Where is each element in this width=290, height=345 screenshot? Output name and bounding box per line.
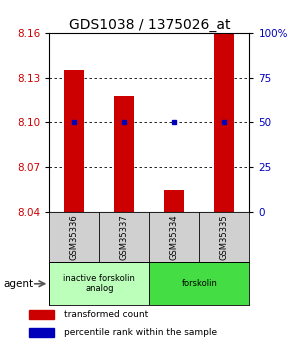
Text: agent: agent	[3, 279, 33, 289]
Bar	[164, 190, 184, 212]
Text: percentile rank within the sample: percentile rank within the sample	[64, 328, 217, 337]
Bar	[29, 328, 55, 337]
Title: GDS1038 / 1375026_at: GDS1038 / 1375026_at	[69, 18, 230, 32]
Bar	[49, 262, 149, 305]
Text: GSM35334: GSM35334	[170, 214, 179, 260]
Text: GSM35336: GSM35336	[70, 214, 79, 260]
Bar	[64, 70, 84, 212]
Bar	[149, 262, 249, 305]
Text: GSM35337: GSM35337	[120, 214, 129, 260]
Text: forskolin: forskolin	[182, 279, 217, 288]
Bar	[114, 96, 134, 212]
Bar	[29, 310, 55, 319]
Text: GSM35335: GSM35335	[220, 214, 229, 260]
Text: inactive forskolin
analog: inactive forskolin analog	[64, 274, 135, 294]
Bar	[214, 33, 234, 212]
Text: transformed count: transformed count	[64, 310, 148, 319]
